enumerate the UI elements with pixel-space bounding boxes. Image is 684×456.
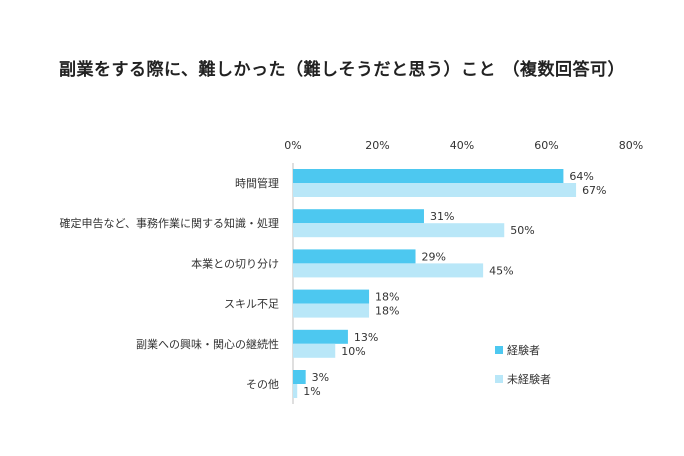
data-label: 3% [312,371,329,384]
category-label: 確定申告など、事務作業に関する知識・処理 [60,216,279,230]
category-label: その他 [246,378,279,391]
data-label: 64% [569,170,593,183]
data-label: 67% [582,184,606,197]
bar-experienced [293,289,370,304]
data-label: 18% [375,291,399,304]
bar-experienced [293,169,564,183]
bar-inexperienced [293,263,484,278]
legend-swatch [495,375,503,383]
category-label: 副業への興味・関心の継続性 [136,337,279,351]
data-label: 1% [303,385,320,398]
chart-title: 副業をする際に、難しかった（難しそうだと思う）こと （複数回答可） [59,60,625,80]
x-tick-label: 0% [284,139,301,152]
x-tick-label: 60% [534,139,558,152]
data-label: 50% [510,224,534,237]
x-tick-label: 20% [365,139,389,152]
legend-label: 経験者 [507,343,540,357]
category-label: 時間管理 [235,176,279,190]
legend-swatch [495,346,503,354]
x-tick-label: 40% [450,139,474,152]
bar-experienced [293,209,424,224]
bar-inexperienced [293,223,505,238]
data-label: 10% [341,345,365,358]
data-label: 13% [354,331,378,344]
legend-label: 未経験者 [507,372,551,386]
bar-experienced [293,249,416,264]
data-label: 45% [489,264,513,277]
bar-experienced [293,370,306,384]
category-label: 本業との切り分け [191,256,279,270]
bar-experienced [293,329,348,344]
x-tick-label: 80% [619,139,643,152]
category-label: スキル不足 [224,298,279,311]
data-label: 18% [375,305,399,318]
data-label: 29% [422,250,446,263]
bar-inexperienced [293,384,298,398]
data-label: 31% [430,210,454,223]
bar-inexperienced [293,183,577,197]
bar-inexperienced [293,343,336,358]
bar-inexperienced [293,303,370,318]
